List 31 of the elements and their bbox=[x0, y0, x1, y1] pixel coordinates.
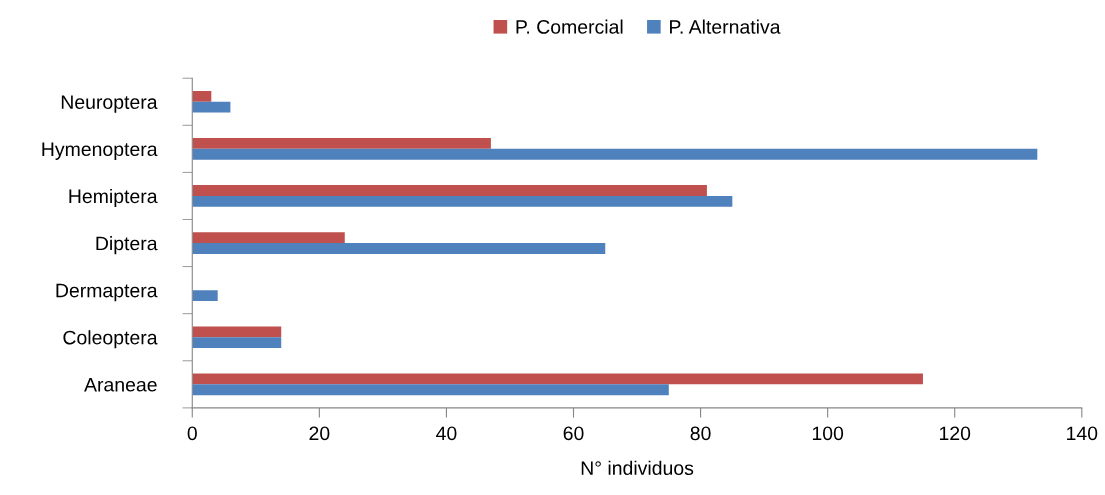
bar bbox=[192, 101, 231, 113]
x-tick-label: 140 bbox=[1067, 426, 1098, 441]
x-tick-label: 100 bbox=[812, 426, 844, 441]
y-tick-label: Araneae bbox=[84, 378, 157, 392]
legend-label: P. Comercial bbox=[516, 19, 623, 34]
bar bbox=[192, 185, 707, 196]
bar bbox=[192, 384, 669, 396]
x-tick-label: 120 bbox=[939, 426, 971, 441]
bar bbox=[192, 337, 282, 349]
y-tick-label: Hymenoptera bbox=[42, 142, 158, 160]
x-tick-label: 20 bbox=[309, 426, 330, 441]
y-tick-label: Hemiptera bbox=[69, 188, 158, 208]
x-tick-label: 40 bbox=[436, 426, 457, 441]
bar bbox=[192, 243, 606, 254]
bar bbox=[192, 195, 733, 207]
bar bbox=[192, 148, 1038, 160]
bar bbox=[192, 232, 345, 244]
bar bbox=[192, 290, 218, 301]
x-axis-title: N° individuos bbox=[581, 460, 694, 476]
bar bbox=[192, 326, 282, 338]
y-tick-label: Dermaptera bbox=[56, 283, 158, 302]
bar bbox=[192, 373, 923, 385]
y-tick-label: Diptera bbox=[96, 236, 158, 255]
y-tick-label: Coleoptera bbox=[63, 330, 158, 349]
bar bbox=[192, 138, 491, 149]
y-tick-label: Neuroptera bbox=[61, 95, 158, 113]
bar bbox=[192, 90, 212, 102]
x-tick-label: 60 bbox=[563, 426, 584, 441]
x-tick-label: 0 bbox=[187, 426, 197, 441]
legend-label: P. Alternativa bbox=[670, 19, 781, 34]
x-tick-label: 80 bbox=[690, 426, 711, 441]
